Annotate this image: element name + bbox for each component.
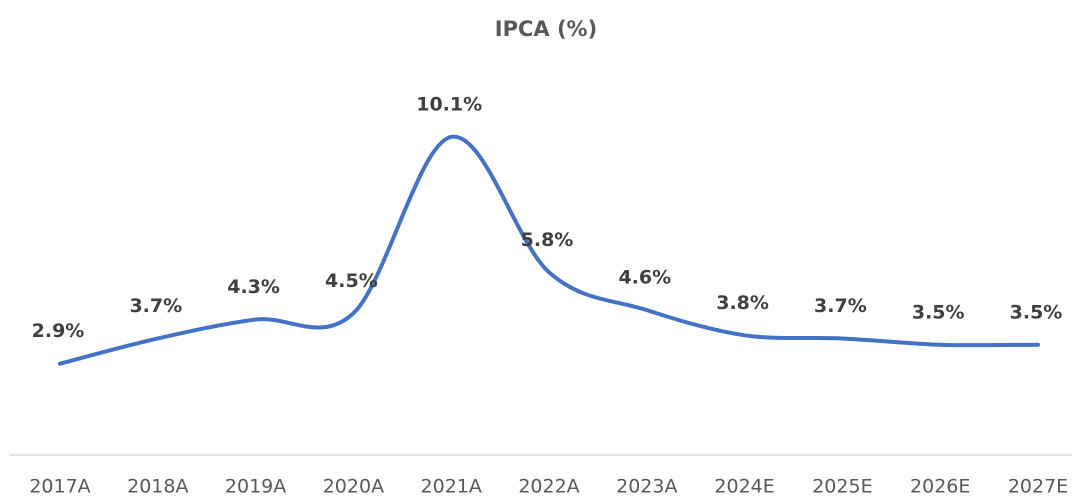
- x-tick-label: 2019A: [225, 476, 286, 496]
- data-label: 5.8%: [521, 229, 574, 251]
- data-label: 3.7%: [814, 295, 867, 317]
- x-tick-label: 2024E: [714, 476, 774, 496]
- data-label: 3.5%: [1010, 301, 1063, 323]
- data-label: 4.6%: [618, 267, 671, 289]
- chart-title: IPCA (%): [495, 17, 597, 41]
- x-tick-label: 2017A: [29, 476, 90, 496]
- data-label: 10.1%: [416, 93, 482, 115]
- x-tick-label: 2023A: [616, 476, 677, 496]
- x-tick-label: 2026E: [910, 476, 970, 496]
- data-label: 4.5%: [325, 270, 378, 292]
- data-label: 2.9%: [32, 320, 85, 342]
- x-tick-label: 2022A: [518, 476, 579, 496]
- data-label: 3.7%: [129, 295, 182, 317]
- data-label: 3.5%: [912, 301, 965, 323]
- x-tick-label: 2025E: [812, 476, 872, 496]
- x-tick-label: 2021A: [421, 476, 482, 496]
- data-label: 3.8%: [716, 292, 769, 314]
- x-tick-label: 2018A: [127, 476, 188, 496]
- x-tick-label: 2027E: [1008, 476, 1068, 496]
- data-label: 4.3%: [227, 276, 280, 298]
- x-tick-label: 2020A: [323, 476, 384, 496]
- line: [58, 134, 1040, 366]
